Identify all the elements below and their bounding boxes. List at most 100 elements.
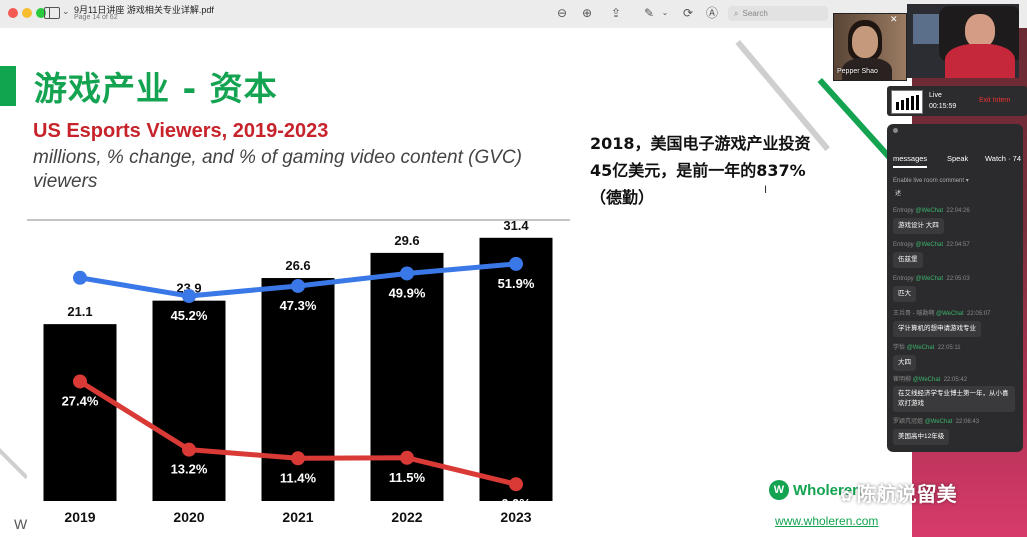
message-user: Entropy — [893, 276, 914, 282]
message-time: 22:05:07 — [967, 311, 991, 317]
message-meta: Entropy @WeChat 22:04:26 — [893, 208, 1019, 214]
tab-speak[interactable]: Speak — [947, 154, 969, 163]
exit-button[interactable]: Exit Intern — [979, 97, 1011, 104]
zoom-out-icon[interactable]: ⊖ — [556, 6, 568, 20]
message-time: 22:05:11 — [937, 345, 961, 351]
live-thumbnail[interactable] — [891, 90, 923, 114]
series-point — [400, 450, 414, 465]
message-text: 在艾线经济学专业博士第一年，从小喜欢打游戏 — [893, 386, 1015, 412]
live-status-bar: Live 00:15:59 Exit Intern — [887, 86, 1027, 116]
series-point — [73, 374, 87, 389]
message-time: 22:04:57 — [946, 242, 970, 248]
chat-message: Entropy @WeChat 22:04:57 伍兹堡 — [893, 242, 1019, 268]
chevron-down-icon[interactable]: ⌄ — [62, 6, 70, 16]
annotation-line: （德勤） — [590, 188, 655, 207]
bar-value-label: 21.1 — [67, 304, 92, 319]
chart-title: US Esports Viewers, 2019-2023 — [33, 120, 329, 142]
series-point — [291, 278, 305, 293]
panel-handle-icon[interactable] — [893, 128, 898, 133]
bar — [479, 237, 553, 501]
x-tick-label: 2019 — [64, 509, 95, 525]
message-text: 美国高中12年级 — [893, 429, 950, 445]
annotate-icon[interactable]: Ⓐ — [705, 6, 718, 20]
message-user: 王兵哥 - 啵勳啊 — [893, 311, 935, 317]
bar-value-label: 29.6 — [394, 233, 419, 248]
chat-message: Entropy @WeChat 22:04:26 游戏设计 大四 — [893, 208, 1019, 234]
close-window-button[interactable] — [8, 8, 18, 18]
point-label: 51.9% — [498, 276, 535, 291]
chat-message: 学怡 @WeChat 22:05:11 大四 — [893, 342, 1019, 371]
series-point — [400, 266, 414, 281]
message-time: 22:04:26 — [946, 208, 970, 214]
message-text: 大四 — [893, 355, 916, 371]
logo-text: Wholeren — [793, 482, 862, 499]
message-meta: 学怡 @WeChat 22:05:11 — [893, 342, 1019, 351]
bar — [152, 300, 226, 501]
participant-video[interactable] — [833, 13, 907, 81]
search-icon: ⌕ — [734, 9, 739, 18]
chat-panel: messages Speak Watch · 74 Enable live ro… — [887, 124, 1023, 452]
message-time: 22:06:43 — [955, 419, 980, 425]
pinned-message: 述 — [895, 191, 902, 197]
sidebar-icon[interactable] — [44, 7, 60, 19]
message-source: @WeChat — [915, 276, 944, 282]
share-icon[interactable]: ⇪ — [610, 6, 622, 20]
chat-message: 崔明柳 @WeChat 22:05:42 在艾线经济学专业博士第一年，从小喜欢打游… — [893, 374, 1019, 412]
chart-subtitle: millions, % change, and % of gaming vide… — [33, 147, 522, 192]
chart-panel: US Esports Viewers, 2019-2023 millions, … — [27, 116, 570, 537]
title-accent-bar — [0, 66, 16, 106]
close-icon[interactable]: ✕ — [890, 14, 898, 24]
decorative-line — [0, 448, 29, 480]
message-text: 游戏设计 大四 — [893, 218, 944, 234]
message-text: 匹大 — [893, 286, 916, 302]
slide: 游戏产业 - 资本 US Esports Viewers, 2019-2023 … — [0, 28, 912, 537]
tab-watch[interactable]: Watch · 74 — [985, 154, 1021, 163]
tab-messages[interactable]: messages — [893, 154, 928, 163]
x-tick-label: 2021 — [282, 509, 313, 525]
point-label: 27.4% — [62, 393, 99, 408]
chart: 21.1 23.9 26.6 29.6 31.4 2019 2020 2021 2022 2023… — [27, 218, 570, 525]
series-point — [182, 289, 196, 304]
zoom-window-button[interactable] — [36, 8, 46, 18]
host-video[interactable] — [907, 4, 1019, 78]
bar — [43, 324, 117, 501]
point-label: 13.2% — [171, 462, 208, 477]
website-link[interactable]: www.wholeren.com — [775, 514, 879, 528]
slide-title: 游戏产业 - 资本 — [34, 69, 278, 108]
slide-annotation: 2018，美国电子游戏产业投资 45亿美元，是前一年的837% （德勤） — [590, 130, 890, 211]
message-meta: 罗颖芃冠姐 @WeChat 22:06:43 — [893, 416, 1019, 425]
message-meta: 崔明柳 @WeChat 22:05:42 — [893, 374, 1019, 383]
annotation-line: 45亿美元，是前一年的837% — [590, 161, 806, 180]
minimize-window-button[interactable] — [22, 8, 32, 18]
message-meta: Entropy @WeChat 22:04:57 — [893, 242, 1019, 248]
message-time: 22:05:42 — [943, 377, 968, 383]
bar-value-label: 26.6 — [285, 258, 310, 273]
rotate-icon[interactable]: ⟳ — [682, 6, 694, 20]
chevron-down-icon[interactable]: ⌄ — [661, 8, 669, 17]
x-tick-label: 2020 — [173, 509, 204, 525]
series-point — [73, 270, 87, 285]
markup-icon[interactable]: ✎ — [643, 6, 655, 20]
message-source: @WeChat — [936, 311, 964, 317]
x-tick-label: 2023 — [500, 509, 531, 525]
watermark: ✿ 陈航说留美 — [840, 478, 957, 507]
slide-corner-letter: W — [14, 516, 28, 532]
search-placeholder: Search — [742, 9, 768, 18]
enable-comment-label: Enable live room comment — [893, 178, 965, 184]
message-source: @WeChat — [915, 208, 944, 214]
message-user: Entropy — [893, 208, 914, 214]
bar-value-label: 31.4 — [503, 218, 529, 233]
zoom-in-icon[interactable]: ⊕ — [581, 6, 593, 20]
search-input[interactable]: ⌕ Search — [728, 6, 828, 21]
series-point — [291, 451, 305, 466]
enable-comment-toggle[interactable]: Enable live room comment ▾ — [893, 177, 969, 184]
text-cursor-icon: I — [764, 184, 768, 196]
point-label: 6.0% — [501, 496, 531, 511]
point-label: 11.4% — [280, 470, 317, 485]
message-user: Entropy — [893, 242, 914, 248]
message-source: @WeChat — [912, 377, 941, 383]
point-label: 11.5% — [389, 470, 426, 485]
message-user: 学怡 — [893, 345, 906, 351]
series-point — [182, 442, 196, 457]
message-source: @WeChat — [906, 345, 935, 351]
